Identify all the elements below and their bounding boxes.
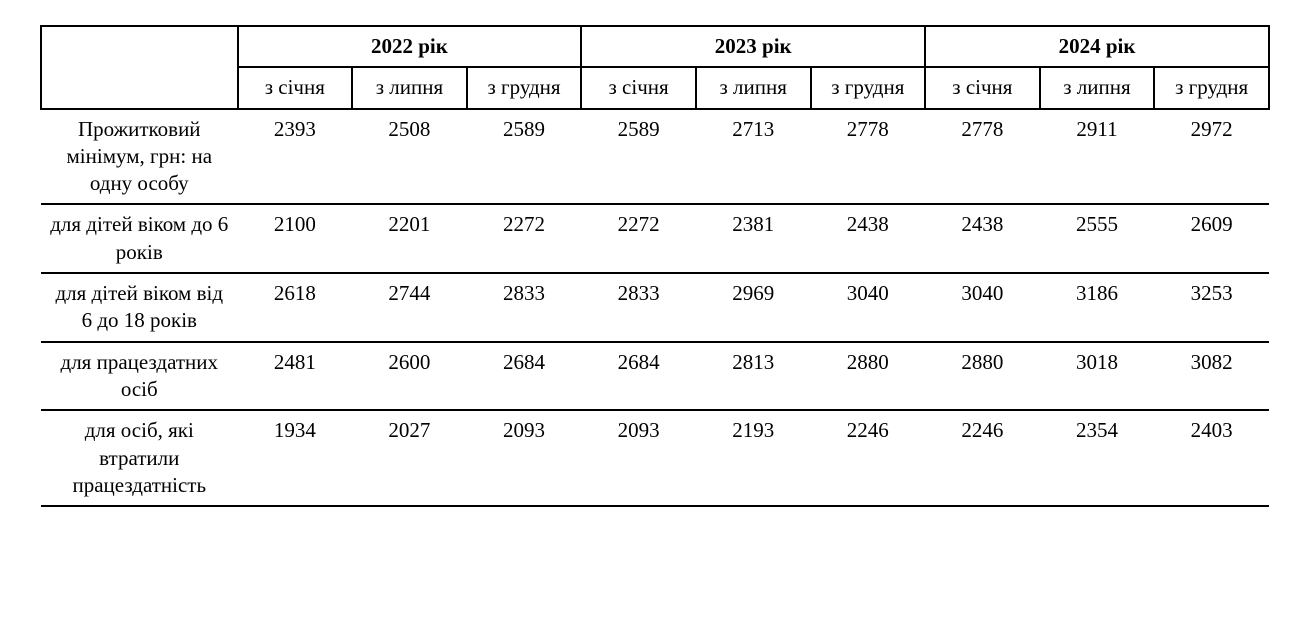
data-cell: 2684 bbox=[581, 342, 696, 411]
subsistence-minimum-table: 2022 рік 2023 рік 2024 рік з січня з лип… bbox=[40, 25, 1270, 507]
data-cell: 2969 bbox=[696, 273, 811, 342]
table-head: 2022 рік 2023 рік 2024 рік з січня з лип… bbox=[41, 26, 1269, 109]
data-cell: 2813 bbox=[696, 342, 811, 411]
data-cell: 2880 bbox=[811, 342, 926, 411]
data-cell: 2713 bbox=[696, 109, 811, 205]
data-cell: 3082 bbox=[1154, 342, 1269, 411]
data-cell: 2093 bbox=[467, 410, 582, 506]
data-cell: 2833 bbox=[467, 273, 582, 342]
row-label: для дітей віком від 6 до 18 років bbox=[41, 273, 238, 342]
data-cell: 2100 bbox=[238, 204, 353, 273]
row-label: для працездатних осіб bbox=[41, 342, 238, 411]
year-header: 2022 рік bbox=[238, 26, 582, 67]
data-cell: 2093 bbox=[581, 410, 696, 506]
data-cell: 2880 bbox=[925, 342, 1040, 411]
data-cell: 2778 bbox=[925, 109, 1040, 205]
table-body: Прожитковий мінімум, грн: на одну особу … bbox=[41, 109, 1269, 507]
sub-header: з липня bbox=[696, 67, 811, 108]
data-cell: 2589 bbox=[581, 109, 696, 205]
blank-header-cell bbox=[41, 26, 238, 109]
data-cell: 2911 bbox=[1040, 109, 1155, 205]
row-label: Прожитковий мінімум, грн: на одну особу bbox=[41, 109, 238, 205]
data-cell: 2272 bbox=[581, 204, 696, 273]
sub-header: з липня bbox=[352, 67, 467, 108]
data-cell: 2555 bbox=[1040, 204, 1155, 273]
data-cell: 3040 bbox=[811, 273, 926, 342]
data-cell: 2778 bbox=[811, 109, 926, 205]
data-cell: 2272 bbox=[467, 204, 582, 273]
data-cell: 2833 bbox=[581, 273, 696, 342]
sub-header: з грудня bbox=[467, 67, 582, 108]
sub-header: з січня bbox=[238, 67, 353, 108]
data-cell: 2201 bbox=[352, 204, 467, 273]
table-row: для дітей віком до 6 років 2100 2201 227… bbox=[41, 204, 1269, 273]
data-cell: 2600 bbox=[352, 342, 467, 411]
table-row: Прожитковий мінімум, грн: на одну особу … bbox=[41, 109, 1269, 205]
table-row: для осіб, які втратили працездатність 19… bbox=[41, 410, 1269, 506]
data-cell: 2246 bbox=[925, 410, 1040, 506]
data-cell: 3253 bbox=[1154, 273, 1269, 342]
data-cell: 2744 bbox=[352, 273, 467, 342]
data-cell: 2972 bbox=[1154, 109, 1269, 205]
row-label: для осіб, які втратили працездатність bbox=[41, 410, 238, 506]
data-cell: 2609 bbox=[1154, 204, 1269, 273]
data-cell: 2393 bbox=[238, 109, 353, 205]
year-header: 2024 рік bbox=[925, 26, 1269, 67]
sub-header: з липня bbox=[1040, 67, 1155, 108]
data-cell: 2246 bbox=[811, 410, 926, 506]
data-cell: 1934 bbox=[238, 410, 353, 506]
table-row: для працездатних осіб 2481 2600 2684 268… bbox=[41, 342, 1269, 411]
data-cell: 2438 bbox=[811, 204, 926, 273]
data-cell: 2618 bbox=[238, 273, 353, 342]
table-row: для дітей віком від 6 до 18 років 2618 2… bbox=[41, 273, 1269, 342]
sub-header: з січня bbox=[925, 67, 1040, 108]
data-cell: 3018 bbox=[1040, 342, 1155, 411]
row-label: для дітей віком до 6 років bbox=[41, 204, 238, 273]
data-cell: 2027 bbox=[352, 410, 467, 506]
sub-header: з грудня bbox=[1154, 67, 1269, 108]
data-cell: 2481 bbox=[238, 342, 353, 411]
data-cell: 2589 bbox=[467, 109, 582, 205]
sub-header: з січня bbox=[581, 67, 696, 108]
data-cell: 2438 bbox=[925, 204, 1040, 273]
data-cell: 2508 bbox=[352, 109, 467, 205]
data-cell: 2193 bbox=[696, 410, 811, 506]
sub-header: з грудня bbox=[811, 67, 926, 108]
data-cell: 3040 bbox=[925, 273, 1040, 342]
year-header-row: 2022 рік 2023 рік 2024 рік bbox=[41, 26, 1269, 67]
data-cell: 2403 bbox=[1154, 410, 1269, 506]
data-cell: 2381 bbox=[696, 204, 811, 273]
data-cell: 3186 bbox=[1040, 273, 1155, 342]
data-cell: 2354 bbox=[1040, 410, 1155, 506]
year-header: 2023 рік bbox=[581, 26, 925, 67]
data-cell: 2684 bbox=[467, 342, 582, 411]
